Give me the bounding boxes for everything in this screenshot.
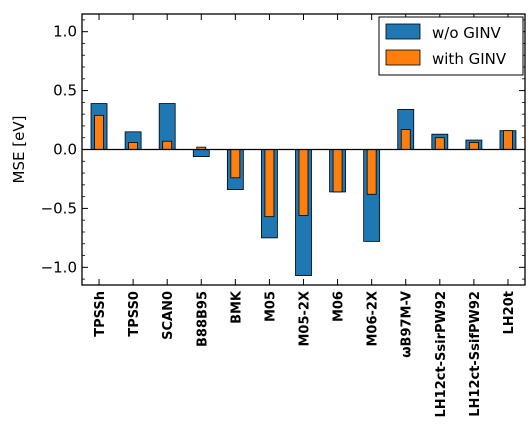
y-tick-label: 0.0 [53,141,77,159]
bars-layer [90,103,517,276]
legend-label-w-o-ginv: w/o GINV [432,24,502,42]
x-tick-label-bmk: BMK [229,290,244,324]
x-tick-label-tpss0: TPSS0 [127,291,142,337]
legend-label-with-ginv: with GINV [432,50,507,68]
ticks-layer: −1.0 −0.5 0.0 0.5 1.0 TPSSh TPSS0 SCAN0 B88B95 BM… [41,14,525,418]
legend-swatch-with-ginv [385,49,421,66]
legend: w/o GINV with GINV [378,16,524,76]
bar-with-ginv-tpss0 [128,142,139,150]
bar-with-ginv-m05 [264,149,275,218]
y-axis-label: MSE [eV] [10,116,28,184]
plot-frame [81,13,526,286]
x-tick-label-lh20t: LH20t [502,291,517,334]
bar-with-ginv-lh20t [503,130,513,150]
bar-with-ginv-bmk [230,149,241,179]
x-tick-label-lh12ct-ssirpw92: LH12ct-SsirPW92 [434,291,449,418]
bar-with-ginv-m06 [332,149,343,193]
bar-with-ginv-m06-2x [366,149,377,195]
x-tick-label-b97m-v: ωB97M-V [400,291,415,358]
x-tick-label-m06-2x: M06-2X [366,291,381,347]
bar-with-ginv-m05-2x [298,149,309,216]
x-tick-label-tpssh: TPSSh [93,291,108,337]
x-tick-label-m05: M05 [263,291,278,322]
bar-with-ginv-scan0 [162,140,173,150]
x-tick-label-lh12ct-ssifpw92: LH12ct-SsifPW92 [468,291,483,417]
bar-with-ginv-tpssh [94,114,104,150]
x-tick-label-scan0: SCAN0 [161,291,176,340]
x-tick-label-b88b95: B88B95 [195,291,210,347]
y-tick-label: −0.5 [41,199,77,217]
y-tick-label: 0.5 [53,82,77,100]
bar-with-ginv-lh12ct-ssirpw92 [434,137,445,150]
bar-with-ginv-b97m-v [400,129,411,150]
x-tick-label-m05-2x: M05-2X [298,291,313,347]
bar-w-o-ginv-b88b95 [192,149,210,157]
x-tick-label-m06: M06 [332,291,347,322]
legend-swatch-w-o-ginv [385,23,421,40]
bar-with-ginv-lh12ct-ssifpw92 [468,142,479,150]
y-tick-label: 1.0 [53,23,77,41]
y-tick-label: −1.0 [41,258,77,276]
